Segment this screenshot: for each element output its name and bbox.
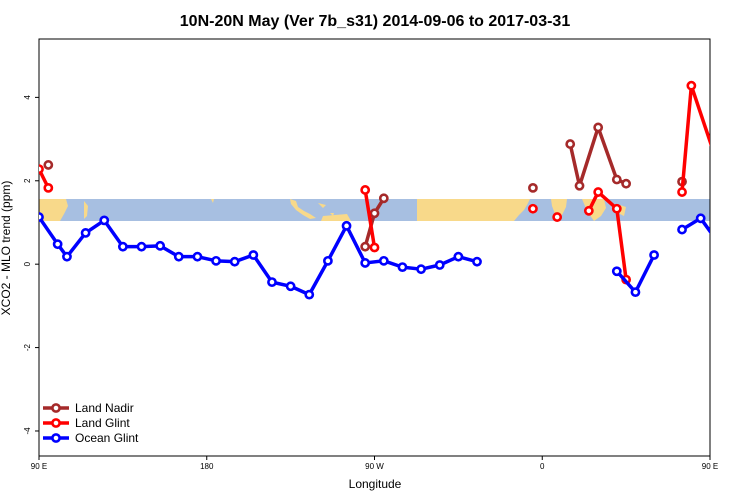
series-line — [680, 83, 710, 193]
data-point — [611, 203, 622, 214]
series-land-nadir — [43, 122, 687, 252]
land-central-america — [290, 199, 316, 219]
x-tick-label: 180 — [200, 462, 214, 471]
data-point — [552, 212, 563, 222]
land-asia-west — [39, 199, 68, 221]
land-islands-west — [84, 201, 88, 219]
legend-marker — [51, 418, 61, 428]
y-tick-label: 4 — [23, 95, 32, 100]
data-point — [39, 164, 44, 175]
y-tick-label: 0 — [23, 261, 32, 266]
data-point — [611, 266, 622, 277]
land-silhouettes — [39, 199, 626, 221]
series-land-glint — [39, 80, 710, 285]
data-point — [416, 264, 426, 275]
data-point — [192, 251, 203, 262]
data-point — [341, 220, 352, 231]
data-point — [360, 241, 371, 252]
x-tick-label: 0 — [540, 462, 545, 471]
data-point — [369, 242, 380, 253]
legend-item: Land Glint — [43, 416, 130, 430]
land-small-pacific — [211, 199, 214, 203]
x-tick-label: 90 W — [365, 462, 384, 471]
data-point — [593, 122, 604, 133]
land-caribbean-1 — [318, 203, 326, 208]
data-point — [136, 241, 147, 252]
legend-item: Land Nadir — [43, 401, 134, 415]
y-tick-label: -2 — [23, 343, 32, 351]
data-point — [323, 255, 333, 266]
data-point — [378, 193, 389, 204]
x-axis-label: Longitude — [349, 477, 402, 491]
data-point — [360, 185, 371, 195]
data-point — [677, 187, 687, 197]
x-tick-label: 90 E — [702, 462, 718, 471]
data-point — [267, 277, 277, 288]
data-point — [611, 174, 622, 185]
data-point — [686, 80, 697, 91]
data-point — [62, 251, 72, 262]
data-point — [248, 250, 259, 260]
y-axis: -4 -2 0 2 4 — [23, 95, 39, 435]
data-point — [117, 241, 128, 252]
data-point — [583, 205, 594, 216]
data-point — [677, 224, 687, 235]
data-point — [472, 256, 482, 267]
data-point — [397, 262, 408, 272]
data-point — [285, 281, 296, 292]
data-point — [155, 240, 166, 251]
x-tick-label: 90 E — [31, 462, 47, 471]
land-india — [551, 199, 567, 221]
data-point — [574, 180, 585, 191]
land-africa — [417, 199, 530, 221]
chart-title: 10N-20N May (Ver 7b_s31) 2014-09-06 to 2… — [180, 13, 571, 30]
y-axis-label: XCO2 - MLO trend (ppm) — [0, 181, 13, 316]
series-line — [363, 189, 377, 248]
data-point — [593, 187, 604, 197]
y-tick-label: -4 — [23, 427, 32, 435]
data-point — [99, 215, 110, 226]
data-point — [528, 182, 538, 193]
legend-label: Land Nadir — [75, 401, 134, 415]
data-point — [43, 182, 54, 193]
y-tick-label: 2 — [23, 178, 32, 183]
legend-marker — [51, 403, 61, 413]
series-ocean-glint — [39, 212, 710, 300]
data-point — [52, 239, 63, 250]
data-point — [453, 251, 464, 262]
data-point — [621, 178, 632, 189]
data-point — [360, 258, 371, 268]
data-point — [304, 289, 315, 300]
data-point — [378, 255, 389, 266]
data-point — [211, 255, 221, 266]
data-point — [229, 256, 240, 267]
series-layer — [39, 80, 710, 300]
data-point — [528, 203, 538, 214]
data-point — [630, 287, 641, 298]
legend-label: Land Glint — [75, 416, 130, 430]
data-point — [369, 208, 380, 219]
land-southeast-asia — [582, 199, 606, 221]
legend-label: Ocean Glint — [75, 431, 139, 445]
x-axis: 90 E 180 90 W 0 90 E — [31, 456, 718, 471]
legend-marker — [51, 433, 61, 443]
land-south-america-north — [321, 214, 351, 221]
data-point — [80, 228, 91, 238]
data-point — [434, 260, 445, 270]
data-point — [649, 250, 659, 260]
data-point — [43, 160, 54, 170]
legend-item: Ocean Glint — [43, 431, 139, 445]
data-point — [173, 251, 184, 262]
series-line — [587, 190, 628, 280]
data-point — [39, 212, 44, 222]
data-point — [565, 139, 576, 149]
data-point — [695, 213, 706, 224]
